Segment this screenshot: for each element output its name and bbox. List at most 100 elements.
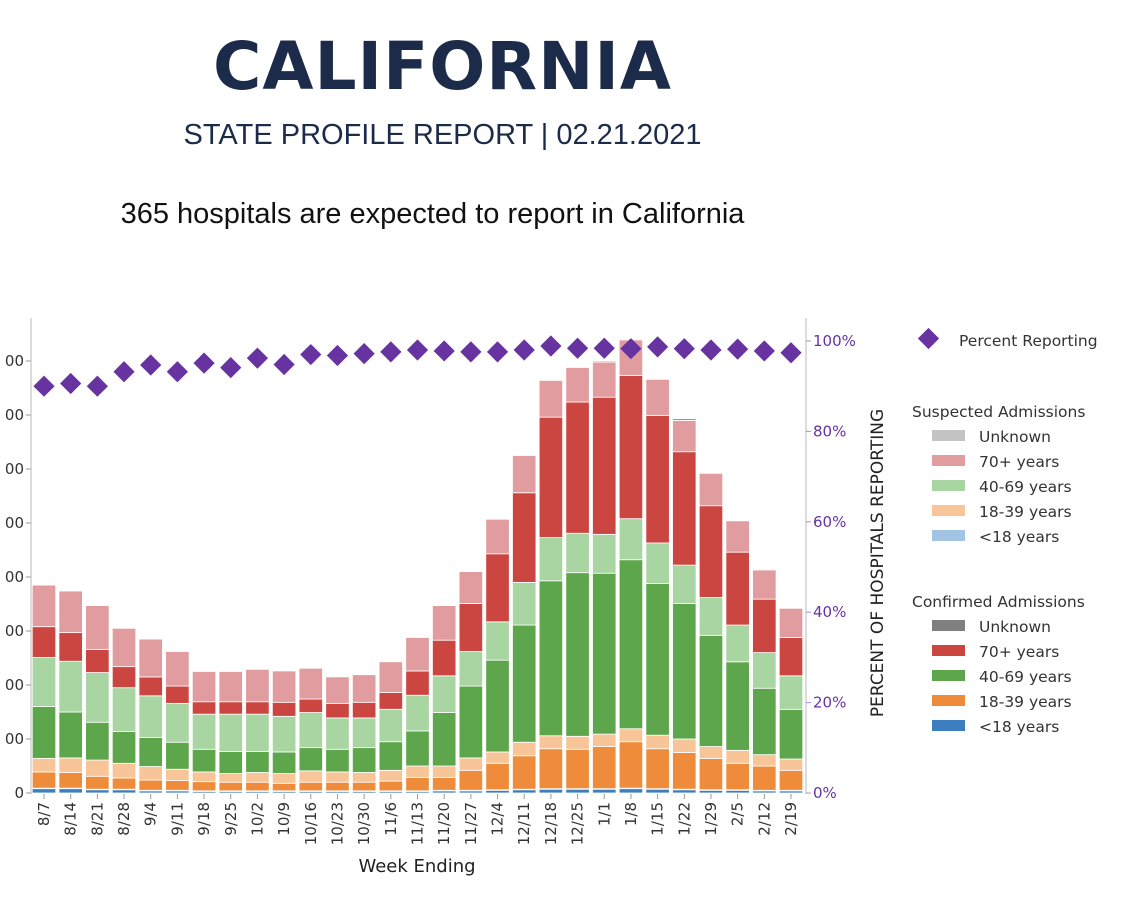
legend-item-confirmed: Unknown (979, 618, 1051, 636)
report-subtitle: STATE PROFILE REPORT | 02.21.2021 (183, 119, 702, 151)
percent-reporting-point-1-1 (593, 337, 615, 359)
bar-segment-suspected-40-69-years-12-11 (512, 582, 537, 626)
bar-segment-confirmed-18-39-years-10-16 (298, 781, 323, 792)
bar-segment-suspected-70-years-12-18 (538, 380, 564, 418)
bar-segment-suspected-18-39-years-9-4 (138, 766, 163, 781)
bar-segment-confirmed-18-39-years-2-12 (752, 765, 777, 791)
bar-segment-suspected-18-39-years-11-27 (458, 757, 484, 771)
bar-segment-confirmed-40-69-years-10-9 (271, 751, 297, 774)
bar-segment-confirmed-70-years-12-4 (485, 553, 510, 623)
bar-segment-suspected-70-years-11-6 (378, 661, 403, 693)
bar-segment-suspected-40-69-years-8-28 (111, 687, 137, 732)
bar-segment-confirmed-70-years-10-9 (271, 701, 297, 717)
x-tick-label: 11/6 (382, 802, 400, 836)
bar-segment-suspected-40-69-years-9-11 (165, 702, 190, 743)
left-tick-label: 00 (5, 676, 24, 694)
bar-segment-confirmed-70-years-1-8 (618, 375, 644, 520)
percent-reporting-point-1-29 (700, 339, 722, 361)
bar-segment-suspected-40-69-years-11-6 (378, 708, 403, 743)
bar-segment-suspected-70-years-8-28 (111, 627, 137, 668)
legend-swatch-confirmed (932, 645, 965, 656)
bar-segment-confirmed-18-39-years-1-22 (672, 752, 697, 790)
bar-segment-suspected-70-years-8-7 (31, 584, 57, 628)
bar-segment-confirmed-40-69-years-12-25 (565, 572, 590, 737)
percent-reporting-point-2-5 (727, 338, 749, 360)
bar-segment-suspected-40-69-years-2-5 (725, 624, 750, 663)
bar-segment-confirmed-18-years-12-18 (538, 788, 564, 794)
bar-segment-confirmed-40-69-years-2-19 (778, 708, 804, 760)
bar-segment-suspected-70-years-11-27 (458, 571, 484, 604)
bar-segment-confirmed-18-39-years-9-25 (218, 781, 243, 792)
bar-segment-confirmed-40-69-years-10-16 (298, 747, 323, 772)
bar-segment-confirmed-18-39-years-12-25 (565, 748, 590, 790)
bar-segment-suspected-70-years-1-1 (592, 361, 617, 398)
bar-segment-confirmed-18-39-years-11-13 (405, 776, 430, 792)
left-tick-label: 00 (5, 460, 24, 478)
x-tick-label: 10/30 (355, 802, 373, 845)
percent-reporting-layer (33, 335, 802, 397)
bar-segment-confirmed-40-69-years-11-6 (378, 741, 403, 771)
bar-segment-suspected-18-39-years-8-7 (31, 758, 57, 773)
bar-segment-suspected-18-39-years-2-5 (725, 749, 750, 764)
left-tick-label: 00 (5, 352, 24, 370)
bar-segment-confirmed-18-39-years-1-15 (645, 748, 670, 790)
bar-segment-confirmed-40-69-years-2-12 (752, 687, 777, 756)
bar-segment-confirmed-40-69-years-1-29 (698, 634, 724, 747)
bar-segment-confirmed-18-39-years-8-14 (58, 772, 83, 789)
bar-segment-suspected-40-69-years-1-22 (672, 564, 697, 604)
bar-segment-confirmed-70-years-9-11 (165, 685, 190, 704)
x-tick-label: 8/28 (115, 802, 133, 836)
bar-segment-suspected-18-39-years-10-2 (245, 772, 270, 783)
bar-segment-suspected-40-69-years-10-16 (298, 712, 323, 749)
bar-segment-suspected-40-69-years-12-18 (538, 537, 564, 582)
bar-segment-confirmed-40-69-years-1-1 (592, 572, 617, 735)
percent-reporting-point-9-18 (193, 352, 215, 374)
bar-segment-confirmed-18-years-12-11 (512, 789, 537, 794)
bar-segment-confirmed-18-39-years-12-18 (538, 748, 564, 790)
bar-segment-suspected-70-years-2-5 (725, 520, 750, 553)
bar-segment-confirmed-18-years-8-21 (85, 789, 110, 794)
bar-segment-confirmed-70-years-2-5 (725, 551, 750, 626)
x-tick-label: 9/18 (195, 802, 213, 836)
bar-segment-confirmed-40-69-years-1-15 (645, 583, 670, 736)
bar-segment-confirmed-70-years-9-4 (138, 676, 163, 697)
bar-segment-confirmed-40-69-years-1-22 (672, 603, 697, 740)
legend-swatch-suspected (932, 430, 965, 441)
percent-reporting-point-1-8 (620, 338, 642, 360)
bar-segment-suspected-18-39-years-1-29 (698, 746, 724, 759)
percent-reporting-point-12-25 (566, 337, 589, 359)
x-tick-label: 8/7 (35, 802, 53, 826)
legend-diamond-icon (917, 327, 940, 350)
bars-layer (31, 339, 804, 794)
x-tick-label: 11/20 (435, 802, 453, 845)
bar-segment-confirmed-70-years-10-16 (298, 698, 323, 713)
percent-reporting-point-2-19 (780, 342, 802, 364)
right-tick-label: 0% (813, 784, 837, 802)
bar-segment-suspected-70-years-8-14 (58, 590, 83, 634)
x-tick-label: 12/18 (542, 802, 560, 845)
bar-segment-confirmed-18-years-8-28 (111, 789, 137, 794)
bar-segment-suspected-70-years-9-11 (165, 651, 190, 687)
percent-reporting-point-8-7 (33, 375, 55, 397)
bar-segment-confirmed-18-39-years-11-20 (432, 776, 457, 791)
x-tick-label: 1/22 (675, 802, 693, 836)
page-title: CALIFORNIA (212, 28, 672, 105)
bar-segment-suspected-40-69-years-11-27 (458, 651, 484, 687)
x-tick-label: 11/13 (409, 802, 427, 845)
bar-segment-suspected-18-39-years-1-22 (672, 738, 697, 753)
bar-segment-confirmed-18-39-years-8-28 (111, 777, 137, 790)
bar-segment-confirmed-70-years-10-23 (325, 702, 350, 719)
bar-segment-suspected-40-69-years-8-21 (85, 672, 110, 723)
bar-segment-confirmed-40-69-years-11-27 (458, 685, 484, 759)
bar-segment-suspected-18-39-years-11-20 (432, 765, 457, 778)
bar-segment-confirmed-18-39-years-10-30 (351, 781, 377, 792)
percent-reporting-point-11-13 (406, 339, 429, 361)
x-tick-label: 2/19 (782, 802, 800, 836)
bar-segment-confirmed-unknown-1-1 (592, 360, 617, 363)
bar-segment-confirmed-40-69-years-12-18 (538, 580, 564, 737)
x-tick-label: 8/21 (88, 802, 106, 836)
percent-reporting-point-12-18 (540, 335, 562, 357)
x-tick-label: 1/29 (702, 802, 720, 836)
percent-reporting-point-10-30 (353, 343, 375, 365)
